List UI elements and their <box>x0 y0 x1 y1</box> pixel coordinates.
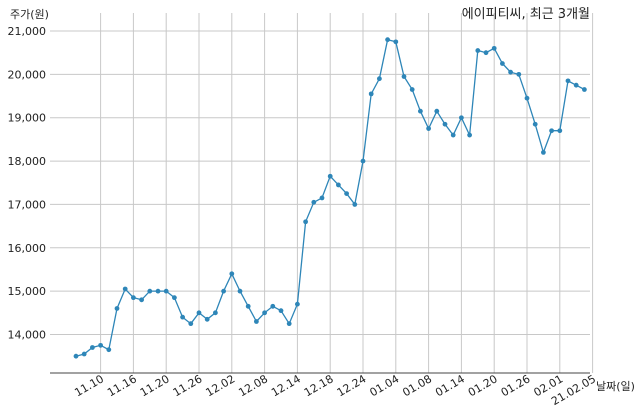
y-tick-label: 21,000 <box>8 25 47 38</box>
data-point <box>303 219 308 225</box>
data-point <box>180 314 186 320</box>
y-tick-labels: 14,000 15,000 16,000 17,000 18,000 19,000 20,0… <box>8 25 47 342</box>
x-tick-label: 12.02 <box>204 372 238 399</box>
data-point <box>352 202 358 207</box>
x-tick-label: 01.14 <box>433 372 467 399</box>
data-point <box>114 306 120 311</box>
data-point <box>286 321 292 327</box>
chart-title: 에이피티씨, 최근 3개월 <box>462 7 590 22</box>
data-point <box>98 342 103 348</box>
x-tick-label: 01.26 <box>499 372 533 399</box>
x-tick-label: 01.04 <box>368 372 402 399</box>
data-point <box>311 199 317 205</box>
x-tick-label: 11.20 <box>138 372 172 399</box>
data-point <box>122 286 128 292</box>
y-tick-label: 16,000 <box>8 242 47 255</box>
x-axis-label: 날짜(일) <box>596 379 635 393</box>
x-tick-label: 12.24 <box>335 372 369 399</box>
data-point <box>442 121 448 127</box>
data-point <box>549 128 554 134</box>
data-point <box>245 303 251 309</box>
data-point <box>360 158 366 164</box>
data-point <box>450 132 456 138</box>
data-point <box>541 150 546 155</box>
data-point <box>459 115 464 121</box>
data-point <box>278 308 284 314</box>
data-point <box>426 126 431 131</box>
data-point <box>491 45 497 51</box>
data-point <box>418 108 423 114</box>
data-point <box>262 310 267 316</box>
x-tick-label: 11.10 <box>72 372 106 399</box>
data-point <box>582 87 587 92</box>
y-tick-label: 14,000 <box>8 329 47 342</box>
y-tick-label: 15,000 <box>8 285 47 298</box>
data-point <box>163 288 169 294</box>
data-point <box>237 288 243 294</box>
data-point <box>229 271 235 277</box>
data-point <box>131 295 136 301</box>
data-point <box>336 182 341 188</box>
data-point <box>327 173 333 179</box>
data-point <box>295 301 300 307</box>
y-tick-label: 18,000 <box>8 155 47 168</box>
data-point <box>204 316 210 322</box>
data-point <box>139 297 145 303</box>
data-point <box>106 347 112 353</box>
data-point <box>524 95 530 101</box>
x-tick-label: 01.08 <box>400 372 434 399</box>
data-point <box>221 288 227 294</box>
data-point <box>344 191 349 196</box>
data-point <box>467 132 472 138</box>
data-point <box>188 321 194 327</box>
data-point <box>385 37 390 43</box>
data-point <box>475 48 481 53</box>
data-point <box>377 76 382 82</box>
data-point <box>500 61 505 66</box>
y-tick-label: 19,000 <box>8 112 47 125</box>
x-tick-label: 12.18 <box>302 372 336 399</box>
data-point <box>557 128 563 134</box>
price-points <box>73 37 587 359</box>
data-point <box>90 345 95 350</box>
data-point <box>393 39 399 45</box>
data-point <box>196 310 202 316</box>
data-point <box>565 78 571 84</box>
data-point <box>81 351 87 357</box>
data-point <box>368 91 374 97</box>
x-tick-label: 11.16 <box>105 372 139 399</box>
data-point <box>270 303 276 309</box>
data-point <box>483 50 489 56</box>
data-point <box>434 108 440 114</box>
data-point <box>213 310 218 316</box>
y-axis-label: 주가(원) <box>10 8 49 21</box>
data-point <box>155 288 161 294</box>
data-point <box>516 71 522 77</box>
data-point <box>172 295 177 301</box>
grid-lines <box>50 13 594 373</box>
x-tick-label: 12.08 <box>236 372 270 399</box>
y-tick-label: 17,000 <box>8 198 47 211</box>
y-tick-label: 20,000 <box>8 68 47 81</box>
x-tick-label: 11.26 <box>171 372 205 399</box>
data-point <box>532 121 538 127</box>
data-point <box>147 288 153 294</box>
data-point <box>73 353 79 359</box>
data-point <box>254 319 259 324</box>
data-point <box>409 87 415 92</box>
data-point <box>319 195 325 201</box>
x-tick-label: 01.20 <box>466 372 500 399</box>
data-point <box>508 69 513 75</box>
data-point <box>573 82 579 88</box>
x-tick-label: 12.14 <box>269 372 303 399</box>
data-point <box>401 74 407 79</box>
x-tick-labels: 11.10 11.16 11.20 11.26 12.02 12.08 12.14 12.18… <box>72 372 598 408</box>
